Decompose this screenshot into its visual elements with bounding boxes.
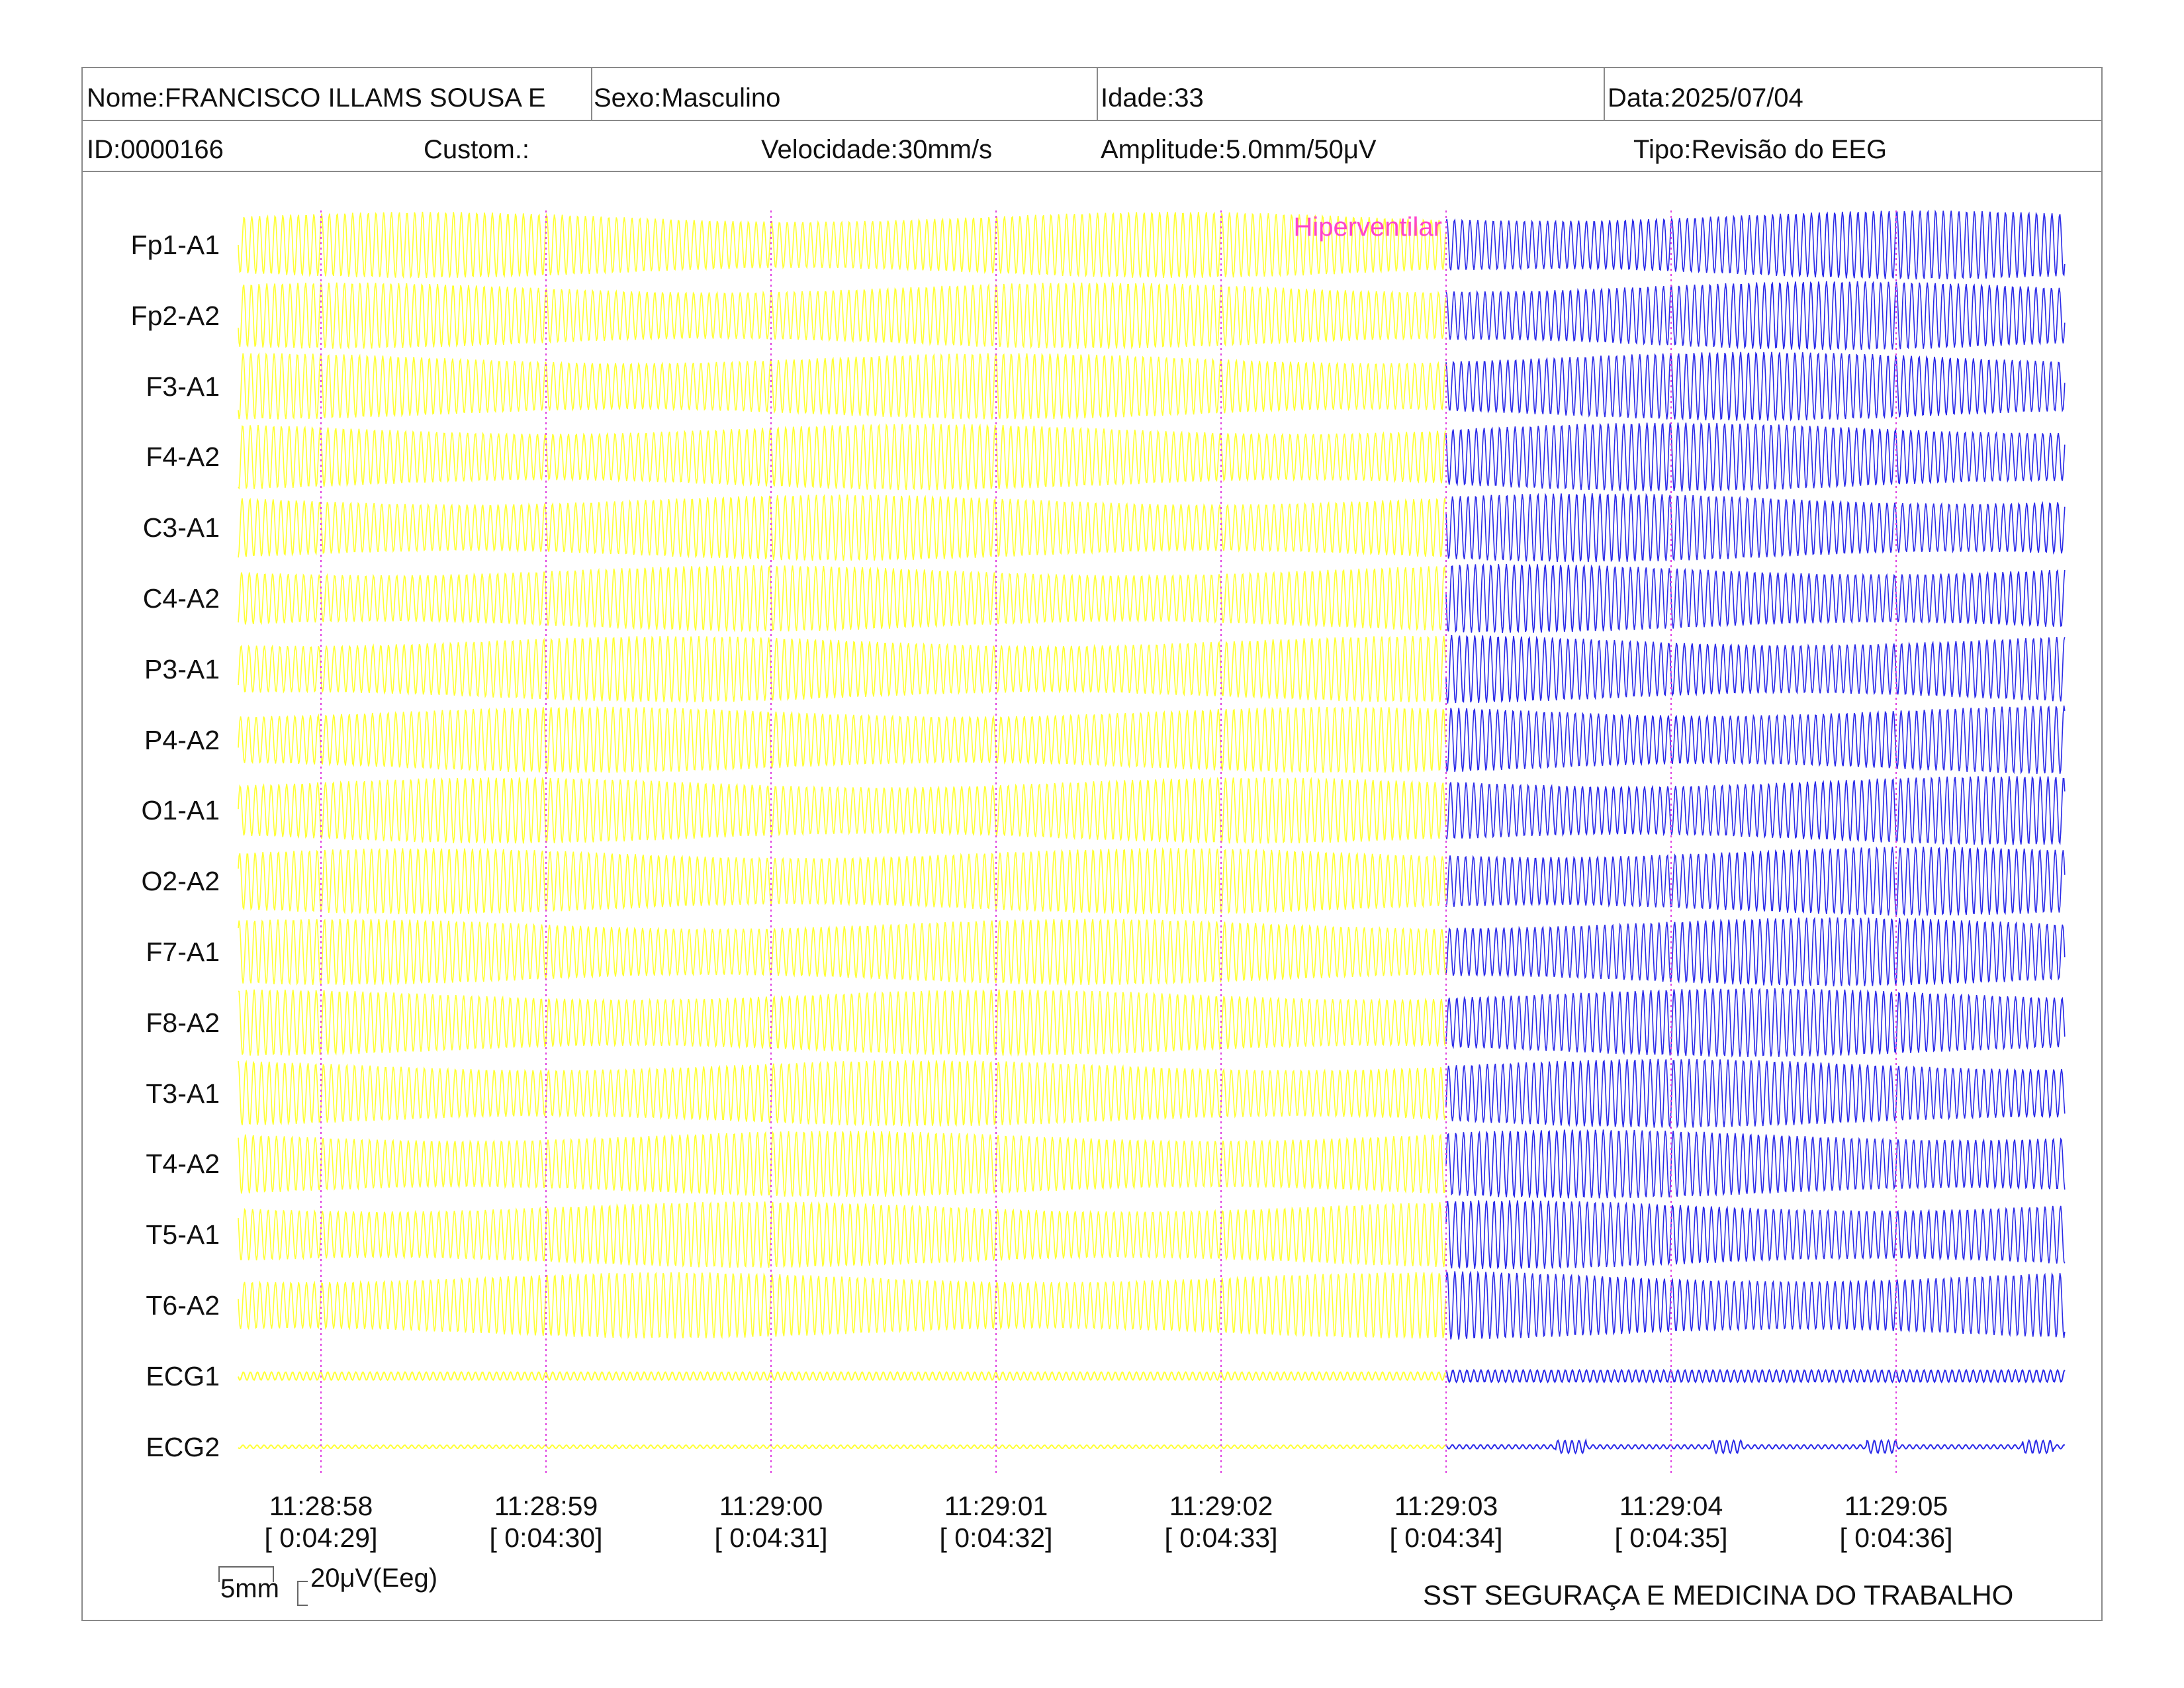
channel-label: ECG2 — [146, 1431, 220, 1462]
tick-label-elapsed: [ 0:04:35] — [1614, 1523, 1728, 1553]
trace-f4-a2-after-event — [1445, 422, 2066, 492]
trace-t3-a1-before-event — [238, 1059, 1446, 1127]
channel-label: P4-A2 — [144, 724, 220, 755]
trace-p4-a2-before-event — [238, 706, 1446, 774]
trace-fp2-a2-after-event — [1445, 281, 2066, 351]
channel-label: C4-A2 — [142, 583, 220, 614]
tick-label-elapsed: [ 0:04:29] — [264, 1523, 378, 1553]
trace-p3-a1-before-event — [238, 635, 1446, 704]
trace-group-after-event — [1445, 209, 2066, 1455]
channel-label: ECG1 — [146, 1360, 220, 1391]
tick-label-elapsed: [ 0:04:32] — [939, 1523, 1053, 1553]
trace-c3-a1-after-event — [1445, 492, 2066, 563]
trace-f4-a2-before-event — [238, 423, 1446, 491]
channel-label: F3-A1 — [146, 371, 220, 402]
trace-f3-a1-before-event — [238, 352, 1446, 420]
trace-t6-a2-before-event — [238, 1272, 1446, 1339]
trace-fp1-a1-before-event — [238, 211, 1446, 279]
tick-label-time: 11:29:03 — [1394, 1491, 1498, 1521]
patient-id: ID:0000166 — [87, 135, 224, 164]
time-scale-bar — [218, 1566, 274, 1582]
trace-p3-a1-after-event — [1445, 634, 2066, 704]
trace-t6-a2-after-event — [1445, 1270, 2066, 1340]
channel-label: T4-A2 — [146, 1149, 220, 1180]
trace-c4-a2-after-event — [1445, 563, 2066, 633]
trace-fp1-a1-after-event — [1445, 209, 2066, 280]
trace-ecg2-after-event — [1445, 1438, 2066, 1455]
amp-scale-bar — [297, 1581, 308, 1606]
header-divider — [81, 120, 2103, 121]
trace-f8-a2-before-event — [238, 989, 1446, 1057]
amplitude-setting: Amplitude:5.0mm/50μV — [1101, 135, 1377, 164]
channel-label: F8-A2 — [146, 1007, 220, 1038]
time-scale-label: 5mm — [220, 1574, 279, 1603]
trace-fp2-a2-before-event — [238, 282, 1446, 350]
tick-label-time: 11:29:02 — [1169, 1491, 1273, 1521]
trace-p4-a2-after-event — [1445, 705, 2066, 774]
tick-label-elapsed: [ 0:04:31] — [714, 1523, 828, 1553]
trace-t5-a1-before-event — [238, 1201, 1446, 1268]
trace-group-before-event — [238, 211, 1446, 1450]
trace-t3-a1-after-event — [1445, 1058, 2066, 1129]
header-divider — [81, 171, 2103, 172]
tick-label-elapsed: [ 0:04:33] — [1164, 1523, 1278, 1553]
exam-type: Tipo:Revisão do EEG — [1633, 135, 1888, 164]
trace-c4-a2-before-event — [238, 565, 1446, 633]
patient-sex: Sexo:Masculino — [594, 83, 781, 113]
trace-f3-a1-after-event — [1445, 352, 2066, 422]
tick-label-elapsed: [ 0:04:36] — [1839, 1523, 1953, 1553]
organization-name: SST SEGURAÇA E MEDICINA DO TRABALHO — [1423, 1579, 2014, 1611]
tick-label-time: 11:29:05 — [1844, 1491, 1948, 1521]
trace-o2-a2-after-event — [1445, 846, 2066, 916]
trace-ecg1-before-event — [238, 1371, 1446, 1382]
trace-ecg2-before-event — [238, 1444, 1446, 1450]
trace-t4-a2-before-event — [238, 1130, 1446, 1197]
speed-setting: Velocidade:30mm/s — [761, 135, 993, 164]
tick-label-time: 11:29:00 — [719, 1491, 823, 1521]
trace-c3-a1-before-event — [238, 494, 1446, 561]
trace-o1-a1-after-event — [1445, 776, 2066, 845]
tick-label-time: 11:29:01 — [944, 1491, 1048, 1521]
tick-label-time: 11:28:58 — [269, 1491, 373, 1521]
tick-label-elapsed: [ 0:04:34] — [1389, 1523, 1503, 1553]
patient-name: Nome:FRANCISCO ILLAMS SOUSA E — [87, 83, 546, 113]
channel-label: P3-A1 — [144, 653, 220, 684]
trace-o2-a2-before-event — [238, 847, 1446, 915]
trace-f8-a2-after-event — [1445, 987, 2066, 1058]
channel-label: T6-A2 — [146, 1290, 220, 1321]
channel-label: F7-A1 — [146, 937, 220, 967]
channel-label: Fp1-A1 — [130, 230, 220, 260]
channel-label: T5-A1 — [146, 1219, 220, 1250]
tick-label-elapsed: [ 0:04:30] — [489, 1523, 603, 1553]
trace-o1-a1-before-event — [238, 776, 1446, 844]
channel-label: Fp2-A2 — [130, 300, 220, 331]
custom-field: Custom.: — [424, 135, 530, 164]
channel-label: O2-A2 — [141, 866, 220, 897]
exam-date: Data:2025/07/04 — [1608, 83, 1803, 113]
header-cell-divider — [1097, 67, 1098, 120]
trace-ecg1-after-event — [1445, 1368, 2066, 1383]
trace-t5-a1-after-event — [1445, 1199, 2066, 1270]
patient-age: Idade:33 — [1101, 83, 1204, 113]
tick-label-time: 11:28:59 — [494, 1491, 598, 1521]
event-label: Hiperventilar — [1293, 212, 1442, 242]
header-cell-divider — [1604, 67, 1605, 120]
trace-f7-a1-after-event — [1445, 916, 2066, 987]
channel-label: F4-A2 — [146, 442, 220, 473]
amp-scale-label: 20μV(Eeg) — [310, 1564, 438, 1593]
tick-label-time: 11:29:04 — [1619, 1491, 1723, 1521]
channel-label: O1-A1 — [141, 795, 220, 826]
channel-label: T3-A1 — [146, 1078, 220, 1109]
report-frame — [81, 67, 2103, 1621]
trace-t4-a2-after-event — [1445, 1129, 2066, 1199]
channel-label: C3-A1 — [142, 512, 220, 543]
trace-f7-a1-before-event — [238, 918, 1446, 986]
header-cell-divider — [591, 67, 592, 120]
